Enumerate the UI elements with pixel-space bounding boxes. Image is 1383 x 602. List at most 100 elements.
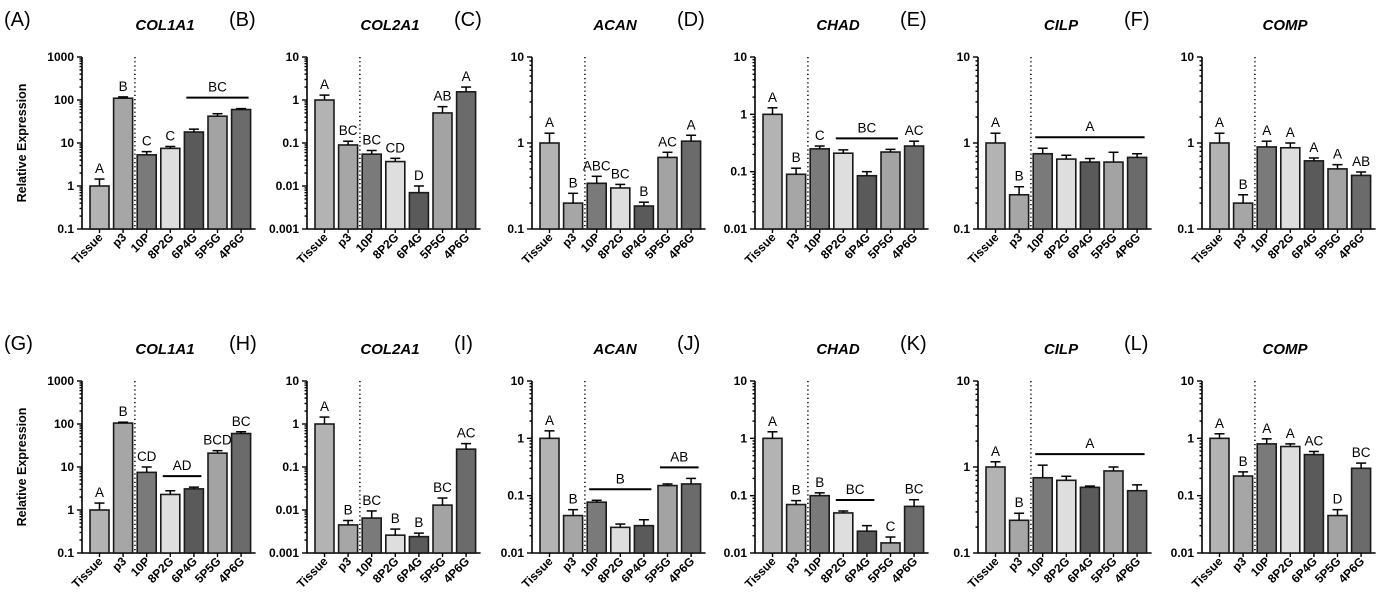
x-tick-label: Tissue (69, 230, 106, 267)
x-tick-label: 6P4G (168, 230, 200, 262)
significance-letter: A (1309, 140, 1318, 155)
significance-letter: B (414, 515, 423, 530)
bar-p3 (1232, 475, 1254, 554)
y-tick-label: 0.1 (507, 489, 524, 503)
x-tick-label: p3 (1005, 230, 1025, 250)
bar-8p2g (1280, 146, 1301, 230)
bar-4p6g (680, 483, 702, 554)
bar-tissue (314, 99, 335, 230)
bar-8p2g (832, 512, 854, 554)
y-tick-label: 0.01 (276, 179, 300, 193)
x-tick-label: Tissue (294, 230, 331, 267)
bar-p3 (112, 422, 134, 554)
bar-tissue (1209, 437, 1230, 554)
x-tick-label: 6P4G (618, 230, 650, 262)
panel-label: (C) (454, 9, 482, 31)
y-tick-label: 10 (511, 50, 525, 64)
chart-panel-l: (L) COMP0.010.1110ATissueBp3A10PA8P2GAC6P… (1124, 333, 1376, 591)
panel-label: (D) (677, 9, 705, 31)
bar-8p2g (609, 187, 631, 230)
bracket-letter: A (1085, 119, 1094, 134)
bar-4p6g (1126, 489, 1148, 554)
significance-letter: B (792, 150, 801, 165)
chart-panel-j: (J) CHAD0.010.1110ATissueBp3B10P8P2G6P4GC… (677, 333, 929, 591)
x-tick-label: Tissue (294, 554, 331, 591)
x-tick-label: 4P6G (1112, 230, 1144, 262)
gene-title: CHAD (816, 17, 859, 34)
y-tick-label: 0.1 (282, 136, 299, 150)
significance-letter: BCD (203, 433, 232, 448)
significance-letter: AB (433, 89, 451, 104)
y-tick-label: 1 (292, 417, 299, 431)
x-tick-label: Tissue (1189, 230, 1226, 267)
significance-letter: A (768, 90, 777, 105)
y-tick-label: 10 (61, 136, 75, 150)
x-tick-label: 5P5G (865, 554, 897, 586)
x-tick-label: 8P2G (818, 230, 850, 262)
bar-4p6g (1126, 156, 1148, 230)
y-tick-label: 1 (517, 136, 524, 150)
x-tick-label: 4P6G (1112, 554, 1144, 586)
bracket-letter: BC (846, 482, 865, 497)
gene-title: COL1A1 (135, 341, 194, 358)
bar-4p6g (455, 91, 477, 230)
significance-letter: A (95, 161, 104, 176)
y-tick-label: 0.1 (953, 546, 970, 560)
bar-10p (1032, 152, 1053, 230)
bar-p3 (785, 503, 807, 554)
x-tick-label: 8P2G (1041, 554, 1073, 586)
bar-5p5g (1103, 470, 1124, 554)
bracket-letter: AD (173, 458, 192, 473)
significance-letter: BC (1352, 445, 1371, 460)
x-tick-label: 8P2G (370, 554, 402, 586)
significance-letter: C (886, 519, 896, 534)
bar-8p2g (384, 534, 406, 554)
y-tick-label: 0.1 (507, 222, 524, 236)
y-tick-label: 0.1 (57, 546, 74, 560)
panel-label: (E) (900, 9, 927, 31)
gene-title: COL1A1 (135, 17, 194, 34)
significance-letter: C (142, 134, 152, 149)
x-tick-label: 6P4G (393, 554, 425, 586)
bar-p3 (562, 514, 584, 554)
panel-label: (J) (677, 333, 700, 355)
bracket-letter: B (616, 471, 625, 486)
y-tick-label: 1 (740, 107, 747, 121)
x-tick-label: 6P4G (1064, 230, 1096, 262)
bar-4p6g (230, 108, 252, 230)
significance-letter: B (344, 502, 353, 517)
y-tick-label: 100 (54, 417, 74, 431)
bar-5p5g (432, 504, 453, 554)
bar-10p (1256, 146, 1277, 230)
bar-6p4g (183, 131, 205, 230)
significance-letter: A (768, 414, 777, 429)
x-tick-label: 8P2G (1041, 230, 1073, 262)
panel-label: (B) (229, 9, 256, 31)
bar-10p (809, 148, 831, 230)
gene-title: COL2A1 (360, 17, 419, 34)
x-tick-label: 6P4G (1064, 554, 1096, 586)
bar-4p6g (1350, 174, 1372, 230)
x-tick-label: 8P2G (1265, 230, 1297, 262)
significance-letter: A (1286, 125, 1295, 140)
significance-letter: A (1286, 426, 1295, 441)
significance-letter: BC (339, 123, 358, 138)
x-tick-label: 4P6G (1336, 230, 1368, 262)
bar-5p5g (657, 484, 678, 554)
significance-letter: A (1215, 416, 1224, 431)
chart-panel-g: (G) COL1A1 Relative Expression 0.1 1 10 100 100… (4, 333, 256, 591)
x-tick-label: 5P5G (642, 554, 674, 586)
x-tick-label: 5P5G (1312, 554, 1344, 586)
bar-4p6g (230, 432, 252, 554)
x-tick-label: 4P6G (216, 230, 248, 262)
bar-10p (136, 471, 157, 554)
chart-panel-i: (I) ACAN0.010.1110ATissueBp310P8P2G6P4G5P… (454, 333, 706, 591)
y-tick-label: 1 (963, 136, 970, 150)
bar-tissue (1209, 142, 1230, 230)
significance-letter: B (815, 475, 824, 490)
x-tick-label: 5P5G (417, 554, 449, 586)
significance-letter: BC (433, 480, 452, 495)
x-tick-label: 6P4G (1288, 230, 1320, 262)
panel-label: (A) (4, 9, 31, 31)
x-tick-label: 6P4G (841, 554, 873, 586)
